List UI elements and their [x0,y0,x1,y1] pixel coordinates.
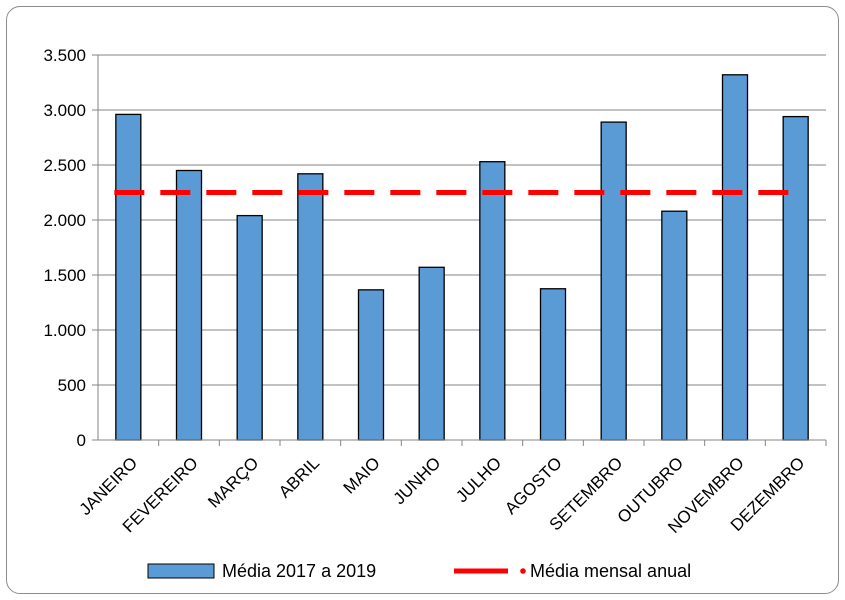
x-tick-label: AGOSTO [501,453,566,518]
bar-abril [297,173,324,441]
bar-março [236,214,263,441]
y-tick-label: 0 [77,431,86,450]
bar-agosto [539,288,567,441]
legend-swatch-bars [147,563,215,579]
y-tick-label: 1.500 [43,266,86,285]
axes [97,55,826,441]
y-tick-label: 2.500 [43,156,86,175]
bar-maio [357,289,385,441]
y-tick-label: 500 [58,376,86,395]
x-tick-label: MAIO [340,453,384,497]
bar-junho [418,266,445,441]
x-tick-label: MARÇO [204,453,262,511]
y-axis-ticks: 0 500 1.000 1.500 2.000 2.500 3.000 3.500 [43,46,98,450]
gridlines [98,54,826,386]
y-tick-label: 3.500 [43,46,86,65]
legend-swatch-dot [520,568,526,574]
bar-fevereiro [175,169,203,441]
bars [115,74,809,441]
y-tick-label: 1.000 [43,321,86,340]
bar-janeiro [115,113,142,441]
bar-novembro [721,74,749,441]
x-tick-label: JULHO [452,453,505,506]
bar-setembro [600,121,627,441]
y-tick-label: 2.000 [43,211,86,230]
y-tick-label: 3.000 [43,101,86,120]
x-tick-label: ABRIL [275,453,323,501]
legend: Média 2017 a 2019 Média mensal anual [147,561,691,581]
bar-julho [479,161,506,441]
bar-dezembro [782,115,809,441]
legend-label-bars: Média 2017 a 2019 [222,561,376,581]
bar-outubro [661,210,688,441]
x-tick-label: JUNHO [390,453,445,508]
legend-label-line: Média mensal anual [530,561,691,581]
